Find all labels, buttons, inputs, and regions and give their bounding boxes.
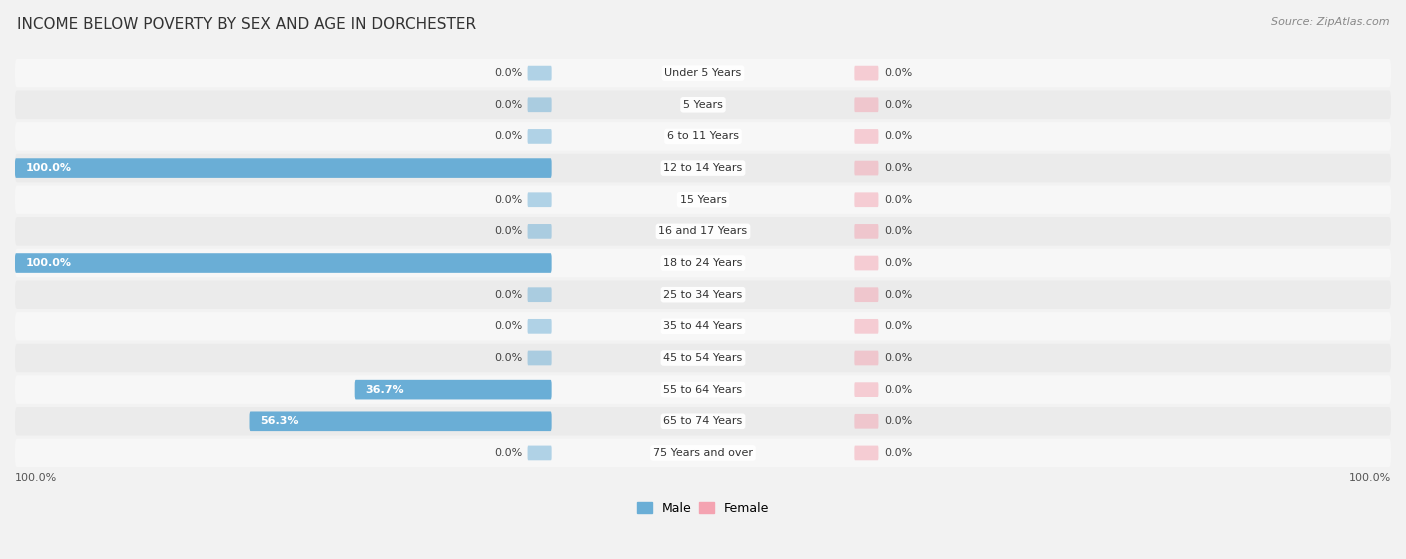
Text: 0.0%: 0.0% bbox=[884, 448, 912, 458]
Text: 100.0%: 100.0% bbox=[25, 258, 72, 268]
FancyBboxPatch shape bbox=[15, 253, 551, 273]
FancyBboxPatch shape bbox=[15, 59, 1391, 87]
FancyBboxPatch shape bbox=[527, 350, 551, 366]
FancyBboxPatch shape bbox=[527, 66, 551, 80]
Text: 18 to 24 Years: 18 to 24 Years bbox=[664, 258, 742, 268]
FancyBboxPatch shape bbox=[855, 66, 879, 80]
Text: 55 to 64 Years: 55 to 64 Years bbox=[664, 385, 742, 395]
Text: 12 to 14 Years: 12 to 14 Years bbox=[664, 163, 742, 173]
Text: 15 Years: 15 Years bbox=[679, 195, 727, 205]
Text: 0.0%: 0.0% bbox=[494, 448, 522, 458]
FancyBboxPatch shape bbox=[855, 161, 879, 176]
FancyBboxPatch shape bbox=[15, 407, 1391, 435]
FancyBboxPatch shape bbox=[15, 91, 1391, 119]
FancyBboxPatch shape bbox=[855, 414, 879, 429]
FancyBboxPatch shape bbox=[527, 97, 551, 112]
Text: 0.0%: 0.0% bbox=[884, 195, 912, 205]
FancyBboxPatch shape bbox=[15, 186, 1391, 214]
Text: 0.0%: 0.0% bbox=[494, 131, 522, 141]
FancyBboxPatch shape bbox=[15, 376, 1391, 404]
Text: Source: ZipAtlas.com: Source: ZipAtlas.com bbox=[1271, 17, 1389, 27]
FancyBboxPatch shape bbox=[527, 192, 551, 207]
Text: 6 to 11 Years: 6 to 11 Years bbox=[666, 131, 740, 141]
Text: 0.0%: 0.0% bbox=[494, 226, 522, 236]
FancyBboxPatch shape bbox=[855, 382, 879, 397]
FancyBboxPatch shape bbox=[15, 344, 1391, 372]
Text: 0.0%: 0.0% bbox=[494, 100, 522, 110]
Text: 0.0%: 0.0% bbox=[884, 353, 912, 363]
Text: 0.0%: 0.0% bbox=[884, 385, 912, 395]
Text: 0.0%: 0.0% bbox=[884, 226, 912, 236]
FancyBboxPatch shape bbox=[15, 281, 1391, 309]
Text: 36.7%: 36.7% bbox=[366, 385, 404, 395]
Text: 45 to 54 Years: 45 to 54 Years bbox=[664, 353, 742, 363]
FancyBboxPatch shape bbox=[855, 319, 879, 334]
FancyBboxPatch shape bbox=[527, 129, 551, 144]
FancyBboxPatch shape bbox=[354, 380, 551, 400]
Text: 0.0%: 0.0% bbox=[494, 353, 522, 363]
Text: 0.0%: 0.0% bbox=[884, 68, 912, 78]
FancyBboxPatch shape bbox=[15, 312, 1391, 340]
Text: 0.0%: 0.0% bbox=[884, 290, 912, 300]
FancyBboxPatch shape bbox=[15, 122, 1391, 151]
Text: 100.0%: 100.0% bbox=[1348, 472, 1391, 482]
Text: 0.0%: 0.0% bbox=[494, 321, 522, 331]
Text: 65 to 74 Years: 65 to 74 Years bbox=[664, 416, 742, 427]
FancyBboxPatch shape bbox=[527, 224, 551, 239]
FancyBboxPatch shape bbox=[855, 129, 879, 144]
Text: 16 and 17 Years: 16 and 17 Years bbox=[658, 226, 748, 236]
Text: 0.0%: 0.0% bbox=[884, 100, 912, 110]
Text: 0.0%: 0.0% bbox=[884, 416, 912, 427]
Text: 56.3%: 56.3% bbox=[260, 416, 298, 427]
FancyBboxPatch shape bbox=[15, 249, 1391, 277]
Text: 5 Years: 5 Years bbox=[683, 100, 723, 110]
FancyBboxPatch shape bbox=[855, 446, 879, 460]
Text: 0.0%: 0.0% bbox=[884, 258, 912, 268]
Legend: Male, Female: Male, Female bbox=[631, 497, 775, 520]
Text: 100.0%: 100.0% bbox=[25, 163, 72, 173]
Text: 0.0%: 0.0% bbox=[884, 163, 912, 173]
FancyBboxPatch shape bbox=[249, 411, 551, 431]
Text: 0.0%: 0.0% bbox=[884, 321, 912, 331]
Text: 25 to 34 Years: 25 to 34 Years bbox=[664, 290, 742, 300]
FancyBboxPatch shape bbox=[855, 255, 879, 271]
Text: 100.0%: 100.0% bbox=[15, 472, 58, 482]
Text: 75 Years and over: 75 Years and over bbox=[652, 448, 754, 458]
Text: Under 5 Years: Under 5 Years bbox=[665, 68, 741, 78]
Text: INCOME BELOW POVERTY BY SEX AND AGE IN DORCHESTER: INCOME BELOW POVERTY BY SEX AND AGE IN D… bbox=[17, 17, 477, 32]
FancyBboxPatch shape bbox=[855, 192, 879, 207]
Text: 0.0%: 0.0% bbox=[494, 290, 522, 300]
FancyBboxPatch shape bbox=[855, 224, 879, 239]
FancyBboxPatch shape bbox=[15, 158, 551, 178]
FancyBboxPatch shape bbox=[527, 287, 551, 302]
FancyBboxPatch shape bbox=[15, 217, 1391, 245]
FancyBboxPatch shape bbox=[855, 350, 879, 366]
FancyBboxPatch shape bbox=[15, 154, 1391, 182]
FancyBboxPatch shape bbox=[15, 439, 1391, 467]
Text: 0.0%: 0.0% bbox=[884, 131, 912, 141]
Text: 0.0%: 0.0% bbox=[494, 195, 522, 205]
FancyBboxPatch shape bbox=[527, 319, 551, 334]
FancyBboxPatch shape bbox=[855, 287, 879, 302]
FancyBboxPatch shape bbox=[527, 446, 551, 460]
Text: 35 to 44 Years: 35 to 44 Years bbox=[664, 321, 742, 331]
Text: 0.0%: 0.0% bbox=[494, 68, 522, 78]
FancyBboxPatch shape bbox=[855, 97, 879, 112]
